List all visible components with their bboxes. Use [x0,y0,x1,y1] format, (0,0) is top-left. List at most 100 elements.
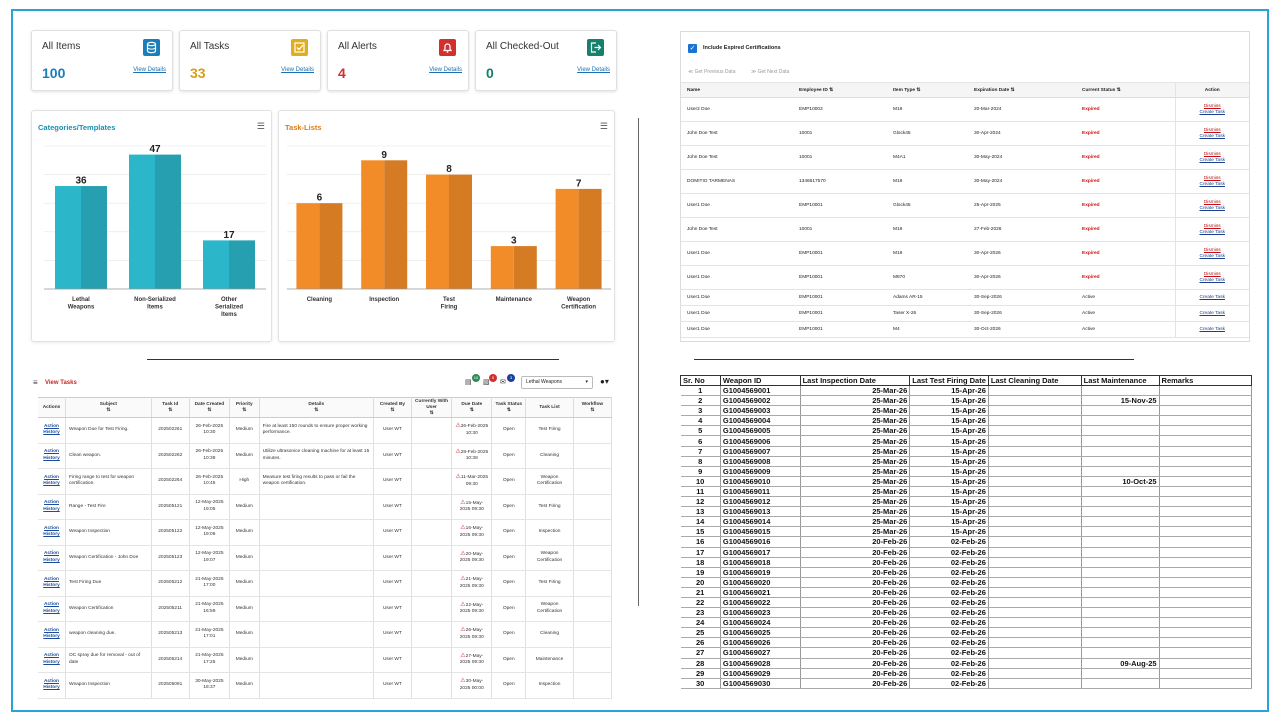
bar[interactable] [426,174,449,289]
action-link[interactable]: Action [44,423,59,429]
user-icon[interactable]: ●▾ [600,377,609,386]
action-link[interactable]: Action [44,474,59,480]
history-link[interactable]: History [43,455,60,461]
next-data-button[interactable]: ≫ Get Next Data [751,69,790,75]
create-task-link[interactable]: Create Task [1199,310,1225,316]
create-task-link[interactable]: Create Task [1199,109,1225,115]
column-header[interactable]: Date Created ⇅ [189,397,230,418]
view-details-link[interactable]: View Details [281,67,314,73]
history-link[interactable]: History [43,659,60,665]
history-link[interactable]: History [43,506,60,512]
action-link[interactable]: Action [44,551,59,557]
column-header[interactable]: Subject ⇅ [65,397,152,418]
history-link[interactable]: History [43,608,60,614]
bar[interactable] [361,160,385,289]
menu-icon[interactable]: ☰ [256,121,265,131]
tasks-table: Actions Subject ⇅ Task Id ⇅ Date Created ⇅ Prio… [38,397,613,699]
history-link[interactable]: History [43,481,60,487]
action-link[interactable]: Action [44,653,59,659]
task-cell-list: Inspection [525,672,574,699]
dismiss-link[interactable]: Dismiss [1203,151,1221,157]
bar[interactable] [55,186,81,289]
dismiss-link[interactable]: Dismiss [1203,199,1221,205]
history-link[interactable]: History [43,430,60,436]
sort-icon: ⇅ [390,407,395,413]
column-header[interactable]: Due Date ⇅ [451,397,493,418]
action-link[interactable]: Action [44,627,59,633]
history-link[interactable]: History [43,634,60,640]
column-header[interactable]: Name [681,82,793,98]
dismiss-link[interactable]: Dismiss [1203,103,1221,109]
action-link[interactable]: Action [44,678,59,684]
bar[interactable] [296,203,320,289]
history-link[interactable]: History [43,532,60,538]
column-header[interactable]: Workflow ⇅ [573,397,613,418]
dismiss-link[interactable]: Dismiss [1203,223,1221,229]
box-icon[interactable]: ▧ [483,379,490,386]
envelope-icon[interactable]: ✉ [500,379,506,386]
view-details-link[interactable]: View Details [577,67,610,73]
create-task-link[interactable]: Create Task [1199,229,1225,235]
sheet-column-header: Last Maintenance [1080,375,1160,386]
cert-actions: Dismiss Create Task [1174,241,1249,266]
create-task-link[interactable]: Create Task [1199,277,1225,283]
hamburger-icon[interactable]: ≡ [33,378,38,387]
column-header[interactable]: Priority ⇅ [229,397,260,418]
column-label: Currently With User [415,398,449,410]
sheet-cell: 11 [680,486,721,498]
column-header[interactable]: Task Status ⇅ [491,397,527,418]
history-link[interactable]: History [43,557,60,563]
column-header[interactable]: Currently With User ⇅ [411,397,453,418]
menu-icon[interactable]: ☰ [599,121,608,131]
column-header[interactable]: Task Id ⇅ [151,397,190,418]
bar[interactable] [129,154,155,289]
task-cell-priority: Medium [229,443,260,469]
column-header[interactable]: Actions [38,397,66,418]
column-header[interactable]: Task List [525,397,574,418]
sheet-cell: 15-Apr-26 [909,506,989,518]
column-header[interactable]: Created By ⇅ [373,397,412,418]
action-link[interactable]: Action [44,602,59,608]
task-actions: Action History [38,570,66,597]
previous-data-button[interactable]: ≪ Get Previous Data [688,69,736,75]
category-select[interactable]: Lethal Weapons ▾ [521,376,593,389]
include-expired-checkbox[interactable]: ✓ [688,44,697,53]
sheet-cell [988,597,1082,609]
create-task-link[interactable]: Create Task [1199,157,1225,163]
create-task-link[interactable]: Create Task [1199,294,1225,300]
clipboard-icon[interactable]: ▤ [465,379,472,386]
dismiss-link[interactable]: Dismiss [1203,127,1221,133]
create-task-link[interactable]: Create Task [1199,205,1225,211]
column-header[interactable]: Item Type ⇅ [887,82,968,98]
sheet-cell: 02-Feb-26 [909,536,989,548]
create-task-link[interactable]: Create Task [1199,181,1225,187]
sheet-cell: 02-Feb-26 [909,627,989,639]
bar[interactable] [555,188,579,289]
history-link[interactable]: History [43,685,60,691]
card-value: 4 [338,65,346,81]
create-task-link[interactable]: Create Task [1199,133,1225,139]
action-link[interactable]: Action [44,500,59,506]
action-link[interactable]: Action [44,525,59,531]
sheet-row: 21 G1004569021 20-Feb-26 02-Feb-26 [680,587,1253,598]
action-link[interactable]: Action [44,449,59,455]
view-details-link[interactable]: View Details [429,67,462,73]
dismiss-link[interactable]: Dismiss [1203,175,1221,181]
sheet-cell [1081,627,1160,639]
create-task-link[interactable]: Create Task [1199,253,1225,259]
bar[interactable] [203,240,229,289]
dismiss-link[interactable]: Dismiss [1203,247,1221,253]
view-details-link[interactable]: View Details [133,67,166,73]
history-link[interactable]: History [43,583,60,589]
sheet-row: 23 G1004569023 20-Feb-26 02-Feb-26 [680,607,1253,619]
action-link[interactable]: Action [44,576,59,582]
column-header[interactable]: Expiration Date ⇅ [968,82,1076,98]
column-header[interactable]: Current Status ⇅ [1076,82,1175,98]
column-header[interactable]: Employee ID ⇅ [793,82,887,98]
create-task-link[interactable]: Create Task [1199,326,1225,332]
dismiss-link[interactable]: Dismiss [1203,271,1221,277]
bar[interactable] [490,246,514,289]
task-cell-empty [573,545,613,571]
sheet-cell-remarks [1159,536,1253,548]
column-header[interactable]: Details ⇅ [259,397,374,418]
